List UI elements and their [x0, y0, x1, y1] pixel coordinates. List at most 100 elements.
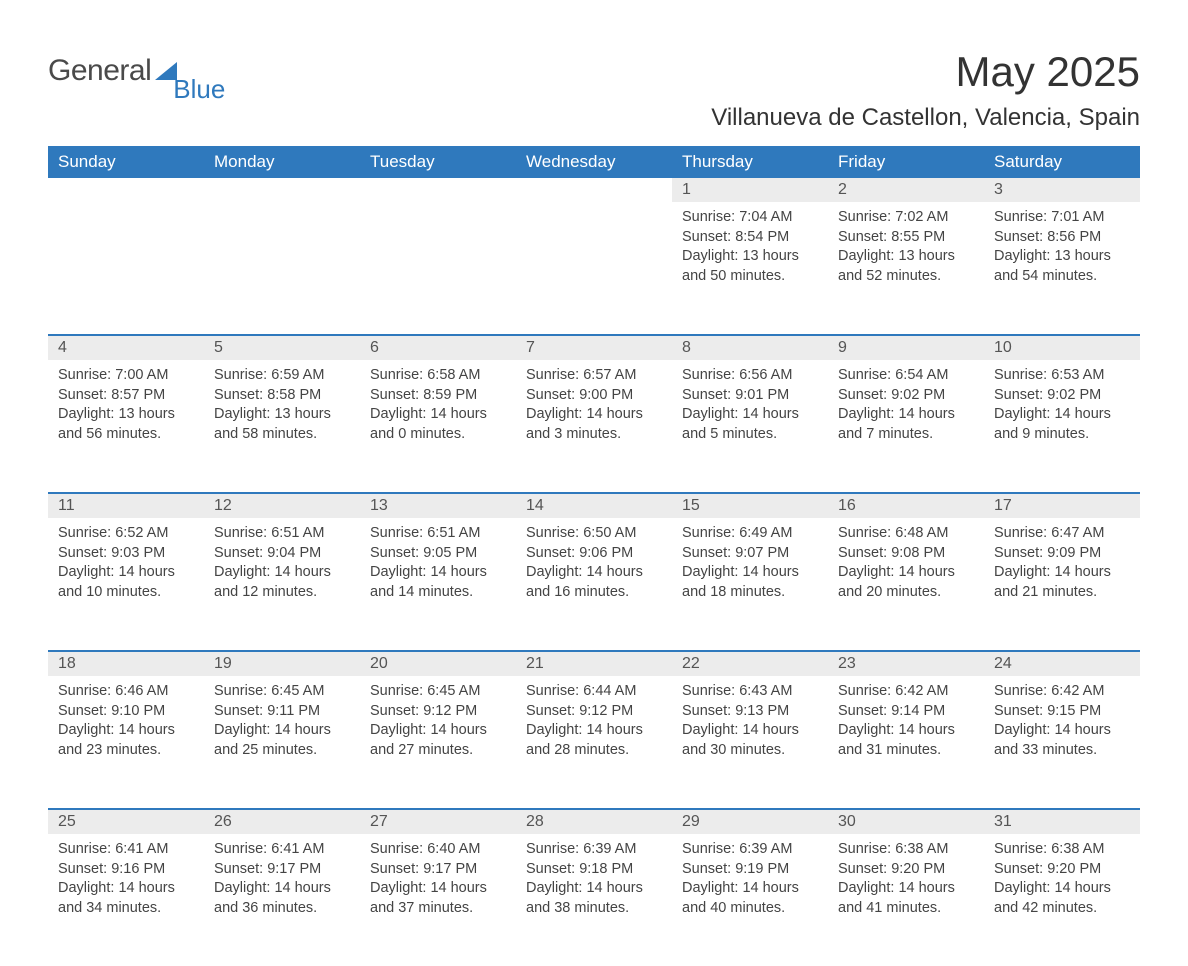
day-number: 1 [672, 178, 828, 202]
day-number-cell: 30 [828, 808, 984, 834]
day-number-cell: 28 [516, 808, 672, 834]
day-content: Sunrise: 6:56 AMSunset: 9:01 PMDaylight:… [672, 360, 828, 454]
day-content: Sunrise: 6:42 AMSunset: 9:14 PMDaylight:… [828, 676, 984, 770]
sunset-line: Sunset: 9:13 PM [682, 702, 818, 722]
day-number: 2 [828, 178, 984, 202]
day-number-cell: 10 [984, 334, 1140, 360]
logo-word-2: Blue [173, 74, 225, 105]
day-number: 4 [48, 334, 204, 360]
sunrise-line: Sunrise: 6:45 AM [214, 682, 350, 702]
calendar-body: 123Sunrise: 7:04 AMSunset: 8:54 PMDaylig… [48, 178, 1140, 966]
daylight-line: Daylight: 14 hours and 16 minutes. [526, 563, 662, 602]
day-number-cell: 12 [204, 492, 360, 518]
sunset-line: Sunset: 8:59 PM [370, 386, 506, 406]
day-content: Sunrise: 6:39 AMSunset: 9:19 PMDaylight:… [672, 834, 828, 928]
calendar-table: SundayMondayTuesdayWednesdayThursdayFrid… [48, 146, 1140, 966]
day-number-cell: 13 [360, 492, 516, 518]
daylight-line: Daylight: 14 hours and 31 minutes. [838, 721, 974, 760]
day-cell: Sunrise: 6:43 AMSunset: 9:13 PMDaylight:… [672, 676, 828, 808]
daylight-line: Daylight: 13 hours and 54 minutes. [994, 247, 1130, 286]
sunset-line: Sunset: 9:17 PM [370, 860, 506, 880]
day-cell: Sunrise: 6:40 AMSunset: 9:17 PMDaylight:… [360, 834, 516, 966]
sunset-line: Sunset: 8:55 PM [838, 228, 974, 248]
day-number-cell: 21 [516, 650, 672, 676]
sunrise-line: Sunrise: 6:58 AM [370, 366, 506, 386]
day-cell: Sunrise: 7:04 AMSunset: 8:54 PMDaylight:… [672, 202, 828, 334]
day-number-cell: 2 [828, 178, 984, 202]
day-number: 9 [828, 334, 984, 360]
day-content: Sunrise: 6:41 AMSunset: 9:17 PMDaylight:… [204, 834, 360, 928]
day-cell: Sunrise: 6:45 AMSunset: 9:11 PMDaylight:… [204, 676, 360, 808]
day-content: Sunrise: 6:43 AMSunset: 9:13 PMDaylight:… [672, 676, 828, 770]
sunset-line: Sunset: 9:12 PM [370, 702, 506, 722]
day-cell: Sunrise: 7:02 AMSunset: 8:55 PMDaylight:… [828, 202, 984, 334]
sunset-line: Sunset: 9:11 PM [214, 702, 350, 722]
sunrise-line: Sunrise: 7:01 AM [994, 208, 1130, 228]
sunset-line: Sunset: 9:02 PM [838, 386, 974, 406]
sunrise-line: Sunrise: 6:42 AM [838, 682, 974, 702]
day-cell: Sunrise: 6:42 AMSunset: 9:15 PMDaylight:… [984, 676, 1140, 808]
sunrise-line: Sunrise: 6:51 AM [370, 524, 506, 544]
sunset-line: Sunset: 9:01 PM [682, 386, 818, 406]
table-row: 123 [48, 178, 1140, 202]
table-row: 18192021222324 [48, 650, 1140, 676]
day-content: Sunrise: 7:01 AMSunset: 8:56 PMDaylight:… [984, 202, 1140, 296]
day-number: 18 [48, 650, 204, 676]
day-number-cell: 24 [984, 650, 1140, 676]
sunset-line: Sunset: 8:56 PM [994, 228, 1130, 248]
day-content: Sunrise: 6:44 AMSunset: 9:12 PMDaylight:… [516, 676, 672, 770]
sunrise-line: Sunrise: 6:56 AM [682, 366, 818, 386]
day-number-cell: 26 [204, 808, 360, 834]
day-content: Sunrise: 6:45 AMSunset: 9:11 PMDaylight:… [204, 676, 360, 770]
table-row: 45678910 [48, 334, 1140, 360]
day-number: 24 [984, 650, 1140, 676]
sunset-line: Sunset: 9:09 PM [994, 544, 1130, 564]
sunrise-line: Sunrise: 7:02 AM [838, 208, 974, 228]
day-number: 20 [360, 650, 516, 676]
day-cell: Sunrise: 6:48 AMSunset: 9:08 PMDaylight:… [828, 518, 984, 650]
day-content: Sunrise: 7:04 AMSunset: 8:54 PMDaylight:… [672, 202, 828, 296]
sunset-line: Sunset: 9:06 PM [526, 544, 662, 564]
sunrise-line: Sunrise: 6:59 AM [214, 366, 350, 386]
sunset-line: Sunset: 9:14 PM [838, 702, 974, 722]
day-content: Sunrise: 7:00 AMSunset: 8:57 PMDaylight:… [48, 360, 204, 454]
sunset-line: Sunset: 9:12 PM [526, 702, 662, 722]
day-number: 7 [516, 334, 672, 360]
table-row: 11121314151617 [48, 492, 1140, 518]
day-content: Sunrise: 6:53 AMSunset: 9:02 PMDaylight:… [984, 360, 1140, 454]
day-content: Sunrise: 6:41 AMSunset: 9:16 PMDaylight:… [48, 834, 204, 928]
sunrise-line: Sunrise: 6:39 AM [526, 840, 662, 860]
month-title: May 2025 [711, 48, 1140, 96]
daylight-line: Daylight: 14 hours and 34 minutes. [58, 879, 194, 918]
daylight-line: Daylight: 14 hours and 12 minutes. [214, 563, 350, 602]
daylight-line: Daylight: 13 hours and 50 minutes. [682, 247, 818, 286]
day-number-cell: 5 [204, 334, 360, 360]
table-row: Sunrise: 6:52 AMSunset: 9:03 PMDaylight:… [48, 518, 1140, 650]
day-number-cell [204, 178, 360, 202]
sunset-line: Sunset: 8:57 PM [58, 386, 194, 406]
sunset-line: Sunset: 9:08 PM [838, 544, 974, 564]
day-number: 5 [204, 334, 360, 360]
sunrise-line: Sunrise: 6:57 AM [526, 366, 662, 386]
sunset-line: Sunset: 9:20 PM [838, 860, 974, 880]
location-subtitle: Villanueva de Castellon, Valencia, Spain [711, 104, 1140, 132]
day-number: 12 [204, 492, 360, 518]
day-number: 30 [828, 808, 984, 834]
day-number-cell [516, 178, 672, 202]
day-number: 28 [516, 808, 672, 834]
title-block: May 2025 Villanueva de Castellon, Valenc… [711, 48, 1140, 132]
table-row: 25262728293031 [48, 808, 1140, 834]
day-number-cell: 15 [672, 492, 828, 518]
daylight-line: Daylight: 14 hours and 36 minutes. [214, 879, 350, 918]
logo-word-1: General [48, 54, 151, 88]
day-cell: Sunrise: 6:38 AMSunset: 9:20 PMDaylight:… [984, 834, 1140, 966]
day-cell: Sunrise: 6:38 AMSunset: 9:20 PMDaylight:… [828, 834, 984, 966]
day-number: 22 [672, 650, 828, 676]
header-bar: General Blue May 2025 Villanueva de Cast… [48, 48, 1140, 132]
day-number: 15 [672, 492, 828, 518]
sunrise-line: Sunrise: 6:46 AM [58, 682, 194, 702]
daylight-line: Daylight: 14 hours and 20 minutes. [838, 563, 974, 602]
day-cell: Sunrise: 6:58 AMSunset: 8:59 PMDaylight:… [360, 360, 516, 492]
sunset-line: Sunset: 9:03 PM [58, 544, 194, 564]
day-number-cell: 31 [984, 808, 1140, 834]
